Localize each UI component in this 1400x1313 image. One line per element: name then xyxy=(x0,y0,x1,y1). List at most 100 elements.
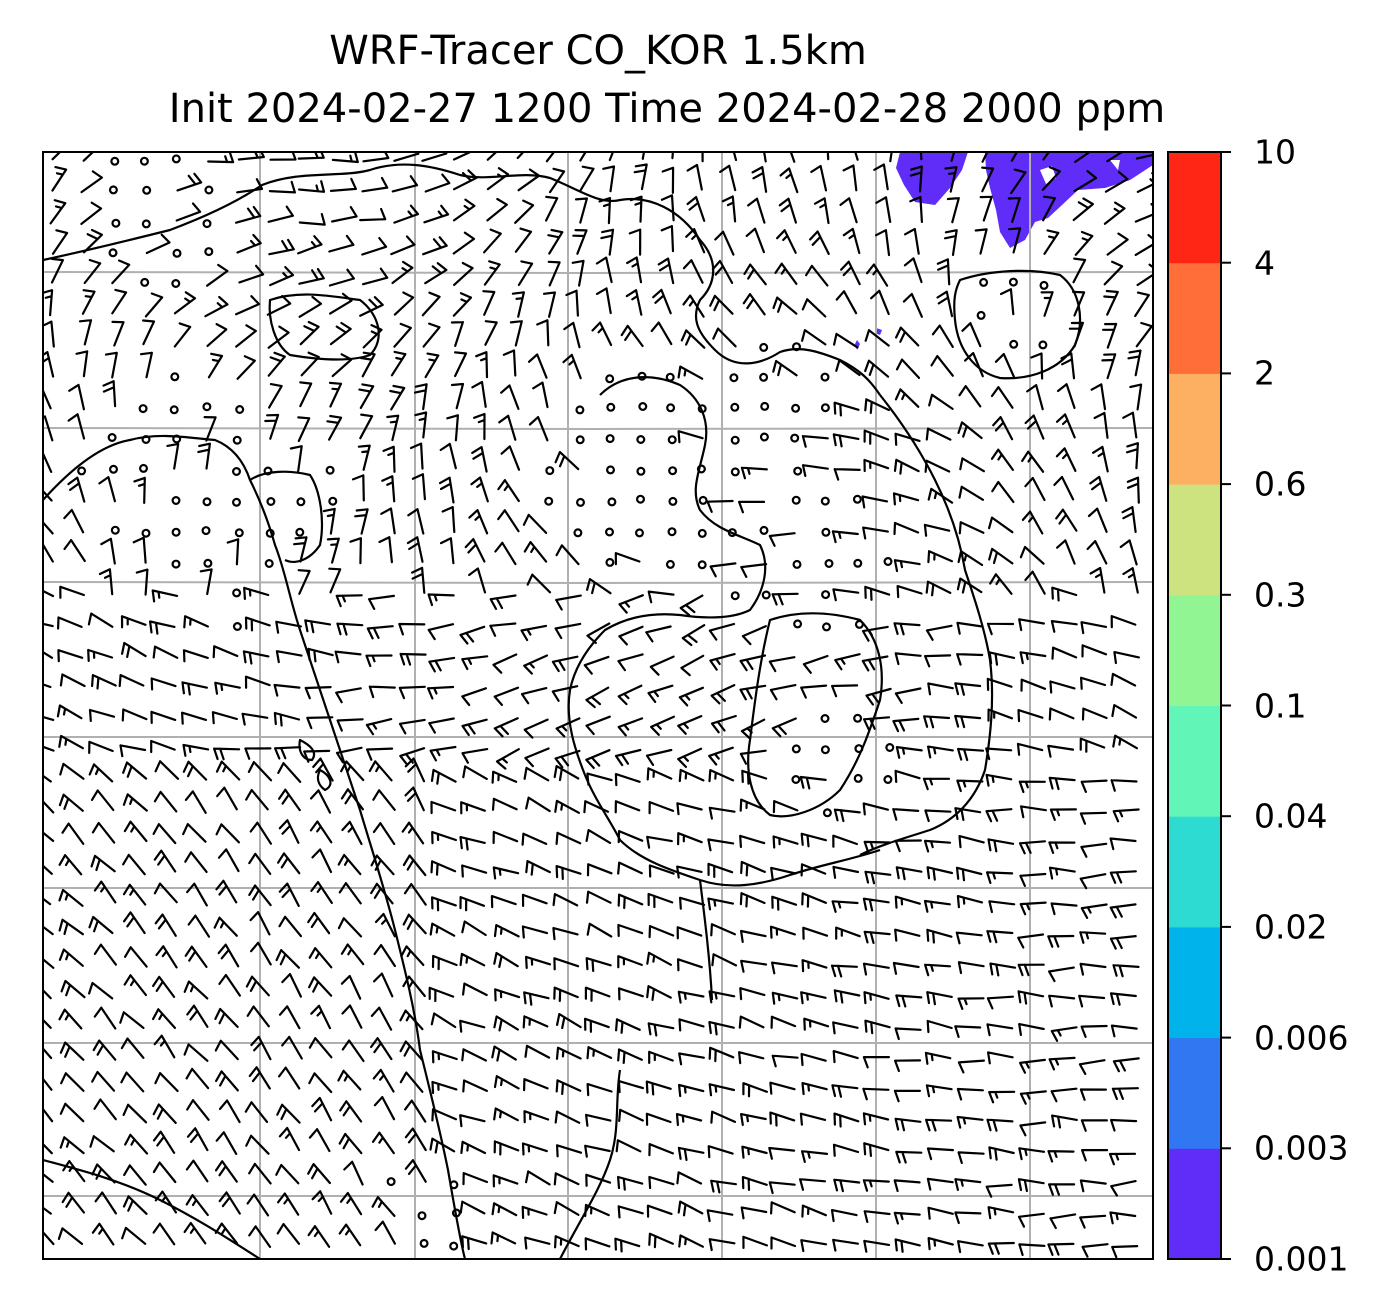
wind-barb xyxy=(90,789,115,812)
wind-barb xyxy=(986,1023,1014,1037)
calm-wind-circle xyxy=(142,185,152,195)
wind-barb xyxy=(183,980,209,1000)
calm-wind-circle xyxy=(107,433,117,443)
colorbar-tick-label: 0.3 xyxy=(1254,575,1307,615)
wind-barb xyxy=(407,508,425,535)
wind-barb xyxy=(617,684,643,706)
wind-barb xyxy=(1019,1121,1047,1137)
colorbar-tick-label: 0.001 xyxy=(1254,1239,1349,1279)
calm-wind-circle xyxy=(110,525,120,535)
wind-barb xyxy=(555,717,581,738)
calm-wind-circle xyxy=(263,466,273,476)
wind-barb xyxy=(554,799,580,814)
wind-barb xyxy=(461,920,487,937)
calm-wind-circle xyxy=(575,435,585,445)
wind-barb xyxy=(799,1178,827,1191)
wind-barb xyxy=(862,526,889,540)
wind-barb xyxy=(1030,352,1044,380)
wind-barb xyxy=(618,987,644,1001)
wind-barb xyxy=(181,711,208,725)
wind-barb xyxy=(956,621,984,635)
wind-barb xyxy=(771,717,797,738)
wind-barb xyxy=(122,1103,148,1124)
wind-barb xyxy=(493,717,519,738)
wind-barb xyxy=(493,1015,519,1032)
coastline-inner-bay xyxy=(268,293,380,361)
wind-barb xyxy=(398,685,426,700)
calm-wind-circle xyxy=(204,247,214,257)
calm-wind-circle xyxy=(976,310,986,320)
wind-barb xyxy=(58,888,84,907)
wind-barb xyxy=(119,1011,145,1029)
wind-barb xyxy=(278,882,300,907)
wind-barb xyxy=(349,537,362,565)
wind-barb xyxy=(1101,353,1117,380)
wind-barb xyxy=(153,849,177,873)
wind-barb xyxy=(215,1131,238,1155)
wind-barb xyxy=(770,866,797,880)
wind-barb xyxy=(957,1151,985,1164)
wind-barb xyxy=(523,541,548,563)
calm-wind-circle xyxy=(790,433,800,443)
wind-barb xyxy=(863,1239,891,1253)
wind-barb xyxy=(308,1128,331,1153)
wind-barb xyxy=(741,1176,768,1191)
wind-barb xyxy=(431,896,457,912)
wind-barb xyxy=(833,401,860,417)
calm-wind-circle xyxy=(792,559,802,569)
wind-barb xyxy=(247,761,273,782)
wind-barb xyxy=(563,321,581,349)
wind-barb xyxy=(154,760,180,780)
wind-barb xyxy=(646,767,673,781)
wind-barb xyxy=(862,1112,890,1126)
wind-barb xyxy=(719,164,737,192)
wind-barb xyxy=(310,881,333,904)
calm-wind-circle xyxy=(204,185,214,195)
wind-barb xyxy=(1049,680,1076,694)
wind-barb xyxy=(708,1238,736,1252)
wind-barb xyxy=(924,1051,952,1065)
wind-barb xyxy=(652,288,672,315)
wind-barb xyxy=(986,1118,1014,1132)
wind-barb xyxy=(799,775,827,790)
wind-barb xyxy=(413,383,428,411)
wind-barb xyxy=(551,685,579,702)
wind-barb xyxy=(772,359,798,377)
wind-barb xyxy=(826,152,830,161)
wind-barb xyxy=(521,893,548,907)
wind-barb xyxy=(586,1083,613,1097)
colorbar-tick-label: 0.006 xyxy=(1254,1018,1349,1058)
wind-barb xyxy=(924,459,951,473)
wind-barb xyxy=(491,797,518,811)
wind-barb xyxy=(100,537,116,565)
wind-barb xyxy=(336,718,364,732)
wind-barb xyxy=(462,1079,488,1093)
wind-barb xyxy=(398,718,426,735)
wind-barb xyxy=(175,202,202,222)
wind-barb xyxy=(409,442,424,470)
wind-barb xyxy=(985,747,1013,761)
wind-barb xyxy=(548,167,566,194)
wind-barb xyxy=(864,329,890,347)
wind-barb xyxy=(214,1160,238,1183)
wind-barb xyxy=(554,451,580,471)
wind-barb xyxy=(491,1045,517,1062)
wind-barb xyxy=(431,831,457,845)
chart-title-line-2: Init 2024-02-27 1200 Time 2024-02-28 200… xyxy=(168,86,1166,132)
wind-barb xyxy=(185,1159,209,1183)
wind-barb xyxy=(278,1005,301,1030)
wind-barb xyxy=(987,708,1014,722)
wind-barb xyxy=(648,925,675,939)
wind-barb xyxy=(123,820,148,843)
wind-barb xyxy=(1087,507,1108,533)
wind-barb xyxy=(468,509,489,535)
wind-barb xyxy=(93,880,117,904)
wind-barb xyxy=(909,165,923,193)
wind-barb xyxy=(956,577,983,594)
wind-barb xyxy=(370,854,395,876)
wind-barb xyxy=(43,650,54,659)
calm-wind-circle xyxy=(232,497,242,507)
wind-barb xyxy=(43,589,55,598)
wind-barb xyxy=(422,236,448,256)
wind-barb xyxy=(486,197,508,222)
